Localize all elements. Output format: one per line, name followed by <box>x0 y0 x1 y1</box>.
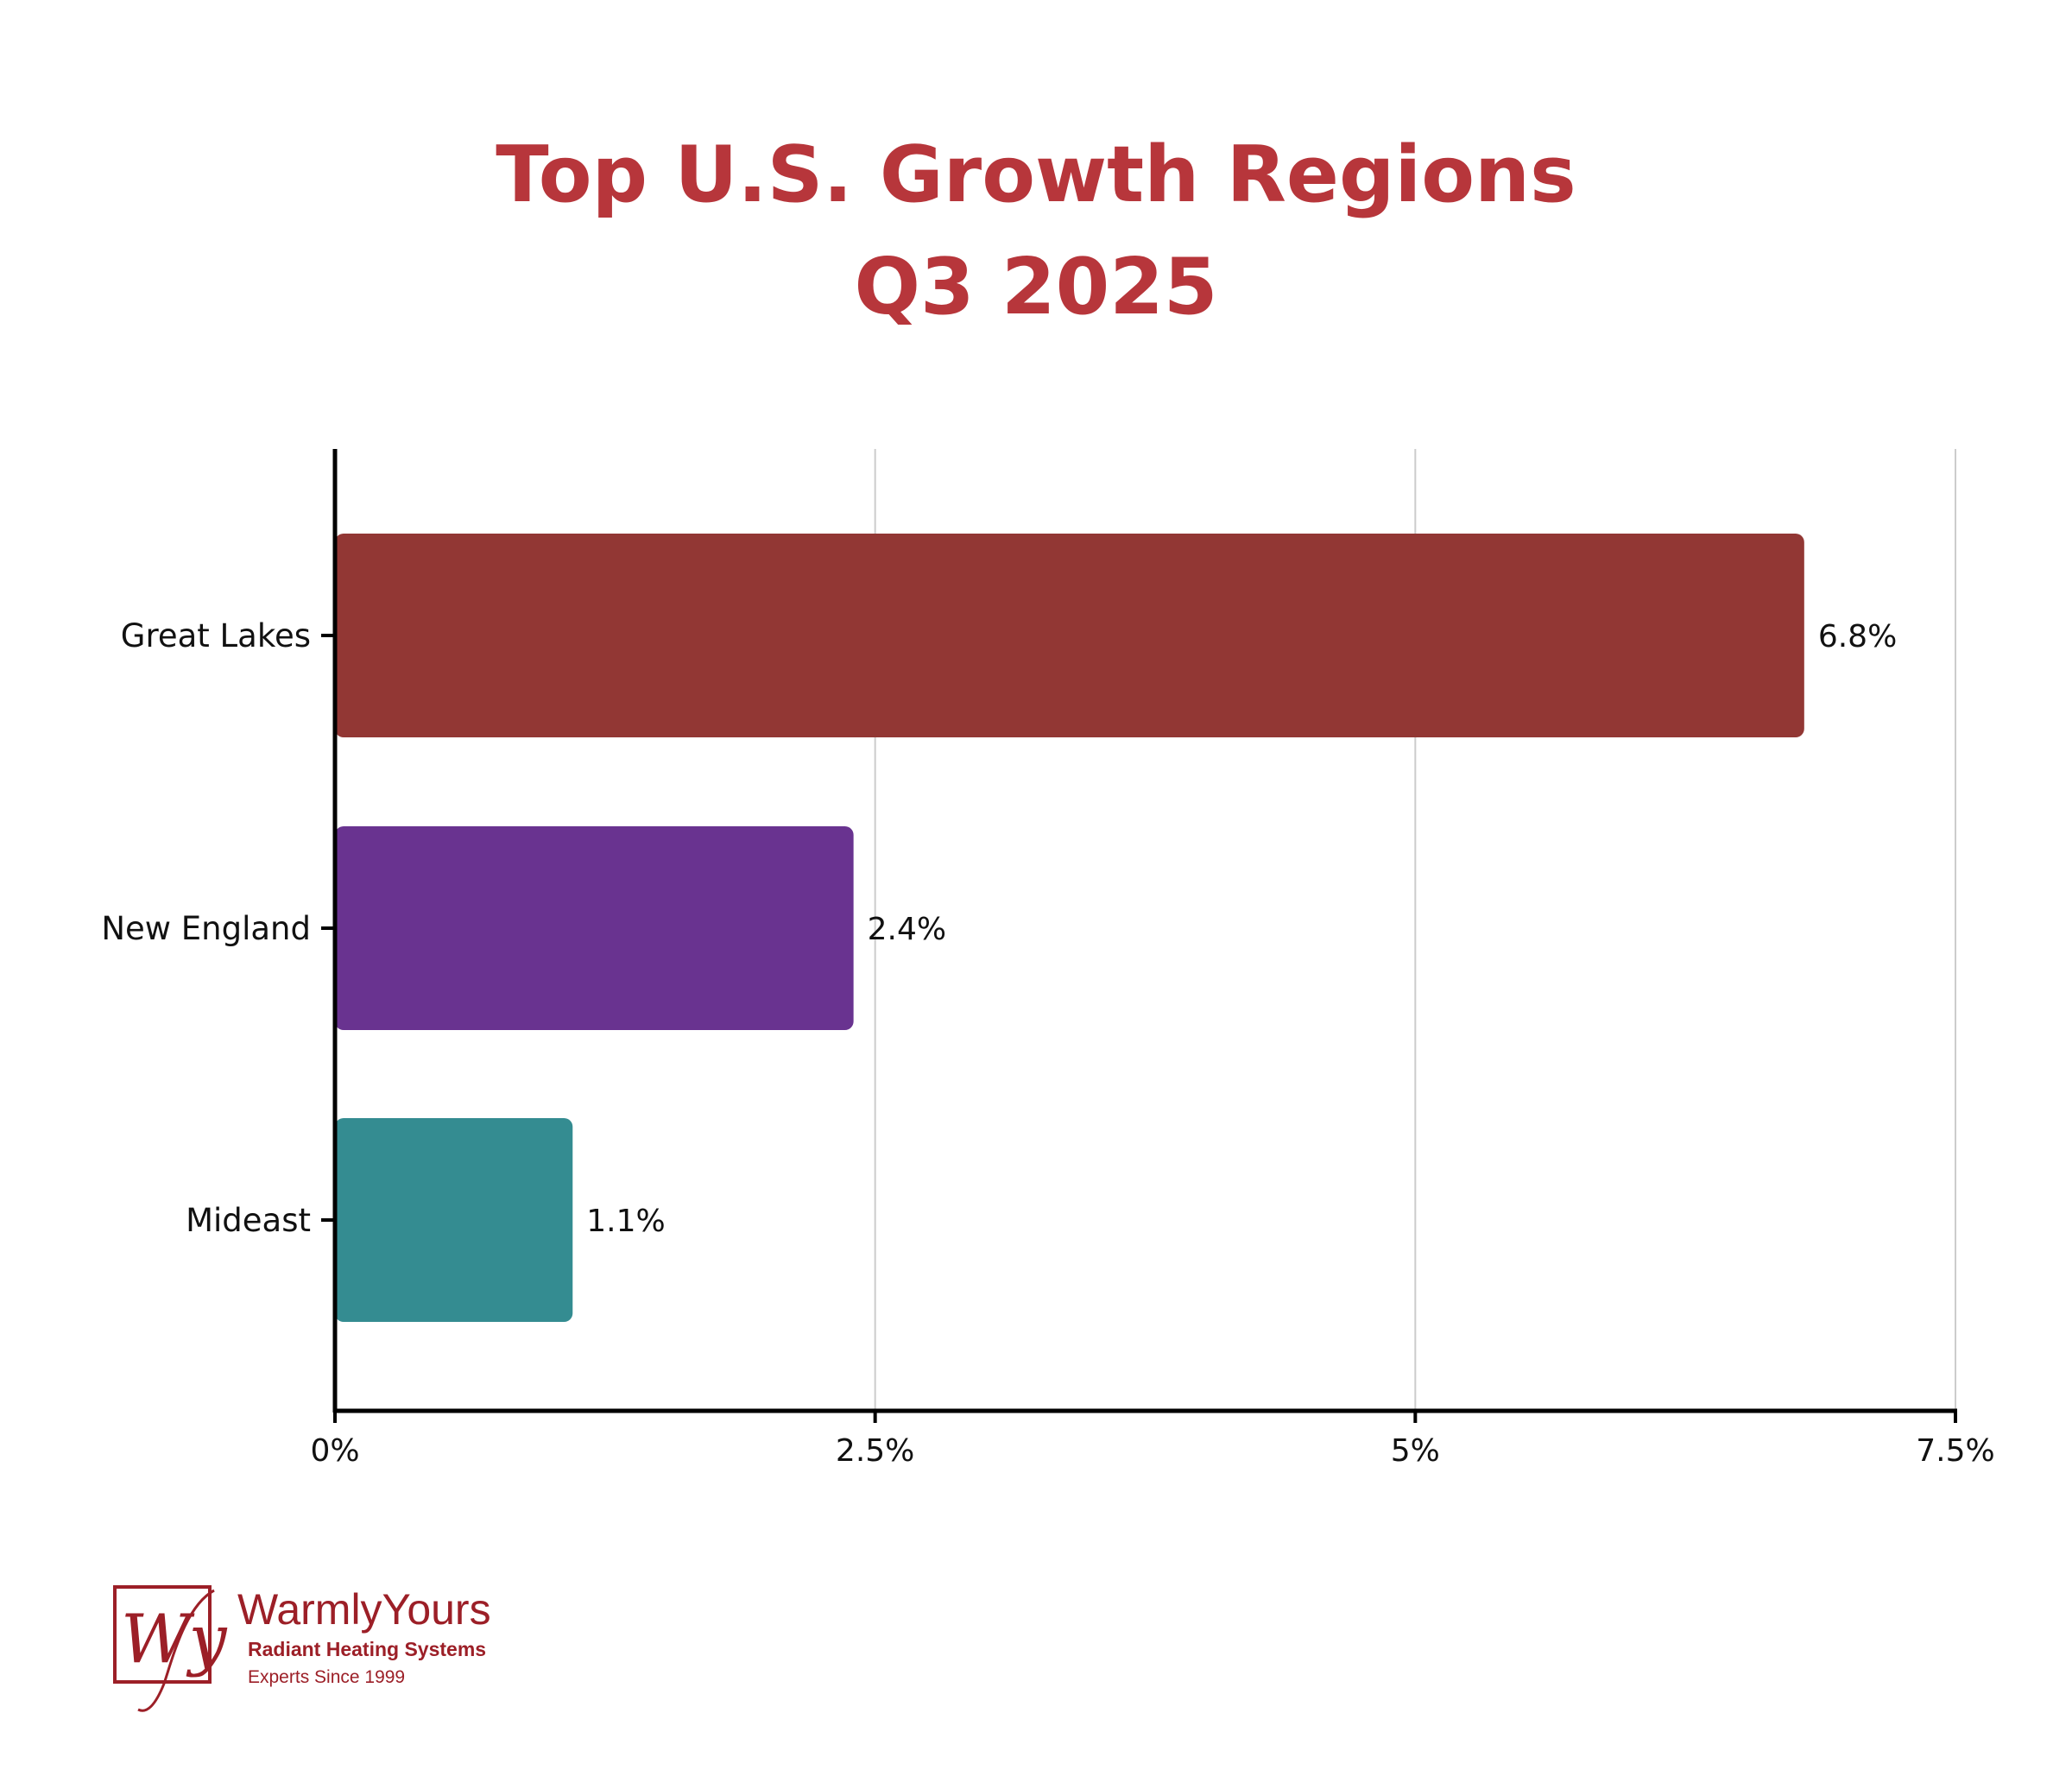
y-tick-label: Great Lakes <box>121 617 311 654</box>
data-label: 2.4% <box>868 912 946 947</box>
chart-title: Top U.S. Growth Regions <box>496 130 1576 220</box>
data-label: 6.8% <box>1818 619 1897 654</box>
x-tick-label: 2.5% <box>836 1433 914 1469</box>
logo-tagline: Radiant Heating Systems <box>248 1638 487 1660</box>
y-tick-label: New England <box>101 910 311 947</box>
chart-subtitle: Q3 2025 <box>854 242 1218 332</box>
logo-brand: WarmlyYours <box>237 1585 491 1634</box>
data-label: 1.1% <box>586 1204 665 1239</box>
bar-new-england <box>335 826 854 1030</box>
y-tick-label: Mideast <box>186 1202 311 1239</box>
x-tick-label: 5% <box>1391 1433 1440 1469</box>
bar-mideast <box>335 1118 573 1322</box>
x-tick-label: 0% <box>310 1433 359 1469</box>
bar-great-lakes <box>335 534 1804 737</box>
x-tick-label: 7.5% <box>1916 1433 1994 1469</box>
logo-since: Experts Since 1999 <box>248 1667 406 1687</box>
